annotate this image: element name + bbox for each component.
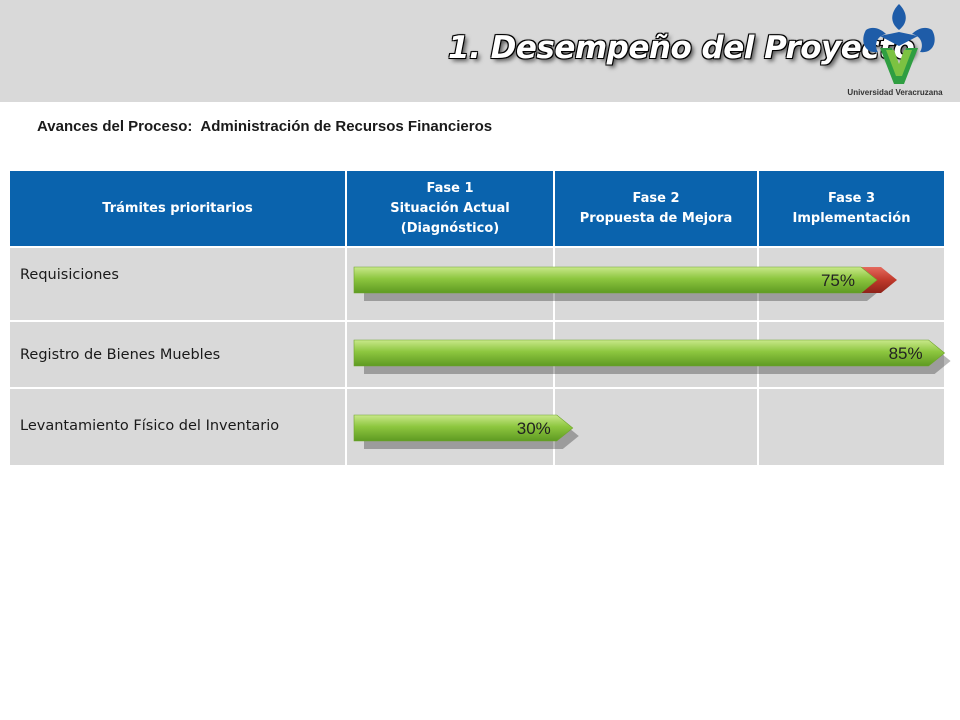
- table-cell: [347, 322, 553, 387]
- table-cell: [347, 248, 553, 320]
- table-cell: [555, 389, 757, 465]
- header-line: Propuesta de Mejora: [579, 210, 733, 226]
- header-fase-3: Fase 3 Implementación: [759, 171, 944, 246]
- row-label-requisiciones: Requisiciones: [20, 267, 119, 283]
- top-banner: [0, 0, 960, 102]
- university-logo: [863, 4, 935, 84]
- header-tramites: Trámites prioritarios: [10, 171, 345, 246]
- process-subtitle: Avances del Proceso: Administración de Re…: [37, 118, 492, 135]
- header-line: Implementación: [792, 210, 911, 226]
- header-line: (Diagnóstico): [400, 220, 500, 236]
- table-cell: [10, 389, 345, 465]
- page-title: 1. Desempeño del Proyecto: [448, 30, 915, 66]
- header-fase-2: Fase 2 Propuesta de Mejora: [555, 171, 757, 246]
- row-label-levantamiento: Levantamiento Físico del Inventario: [20, 418, 280, 434]
- table-cell: [10, 322, 345, 387]
- table-cell: [759, 389, 944, 465]
- table-cell: [10, 248, 345, 320]
- subtitle-value: Administración de Recursos Financieros: [200, 118, 493, 135]
- table-cell: [555, 322, 757, 387]
- table-cell: [347, 389, 553, 465]
- row-label-registro: Registro de Bienes Muebles: [20, 347, 221, 363]
- header-line: Fase 2: [632, 190, 680, 206]
- header-line: Fase 1: [426, 180, 474, 196]
- header-line: Fase 3: [827, 190, 876, 206]
- table-cell: [759, 322, 944, 387]
- header-line: Situación Actual: [390, 200, 510, 216]
- header-line: Trámites prioritarios: [102, 200, 253, 216]
- subtitle-label: Avances del Proceso:: [37, 118, 193, 135]
- table-cell: [759, 248, 944, 320]
- header-fase-1: Fase 1 Situación Actual (Diagnóstico): [347, 171, 553, 246]
- logo-caption: Universidad Veracruzana: [847, 88, 943, 97]
- table-cell: [555, 248, 757, 320]
